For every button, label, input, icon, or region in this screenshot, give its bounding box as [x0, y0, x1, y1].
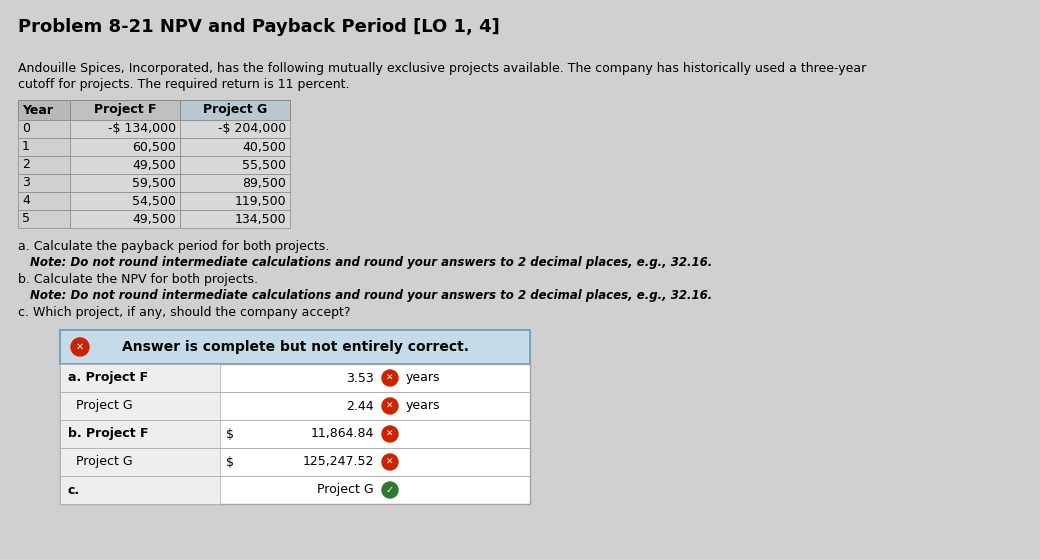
Text: c.: c. [68, 484, 80, 496]
Text: -$ 134,000: -$ 134,000 [108, 122, 176, 135]
Text: b. Calculate the NPV for both projects.: b. Calculate the NPV for both projects. [18, 273, 258, 286]
Bar [180, 120, 290, 138]
Text: $: $ [226, 428, 234, 440]
Bar [60, 364, 530, 504]
Text: 49,500: 49,500 [132, 159, 176, 172]
Bar [18, 138, 70, 156]
Bar [18, 210, 70, 228]
Text: Project G: Project G [68, 400, 133, 413]
Text: ✕: ✕ [386, 429, 394, 438]
Text: 0: 0 [22, 122, 30, 135]
Text: 2.44: 2.44 [346, 400, 374, 413]
Bar [180, 156, 290, 174]
Text: 40,500: 40,500 [242, 140, 286, 154]
Text: 1: 1 [22, 140, 30, 154]
Text: 60,500: 60,500 [132, 140, 176, 154]
Bar [60, 364, 220, 392]
Bar [70, 174, 180, 192]
Text: Problem 8-21 NPV and Payback Period [LO 1, 4]: Problem 8-21 NPV and Payback Period [LO … [18, 18, 500, 36]
Text: years: years [406, 372, 441, 385]
Text: c. Which project, if any, should the company accept?: c. Which project, if any, should the com… [18, 306, 350, 319]
Text: Andouille Spices, Incorporated, has the following mutually exclusive projects av: Andouille Spices, Incorporated, has the … [18, 62, 866, 75]
Text: 11,864.84: 11,864.84 [311, 428, 374, 440]
Bar [18, 192, 70, 210]
Text: 55,500: 55,500 [242, 159, 286, 172]
Text: Note: Do not round intermediate calculations and round your answers to 2 decimal: Note: Do not round intermediate calculat… [30, 289, 712, 302]
Text: ✕: ✕ [386, 457, 394, 467]
Text: 89,500: 89,500 [242, 177, 286, 190]
Bar [60, 392, 530, 420]
Text: 134,500: 134,500 [234, 212, 286, 225]
Text: Answer is complete but not entirely correct.: Answer is complete but not entirely corr… [122, 340, 468, 354]
Text: 125,247.52: 125,247.52 [303, 456, 374, 468]
Text: b. Project F: b. Project F [68, 428, 149, 440]
Circle shape [382, 482, 398, 498]
Text: 54,500: 54,500 [132, 195, 176, 207]
Bar [180, 174, 290, 192]
Circle shape [382, 370, 398, 386]
Text: Note: Do not round intermediate calculations and round your answers to 2 decimal: Note: Do not round intermediate calculat… [30, 256, 712, 269]
Bar [180, 192, 290, 210]
Bar [60, 392, 220, 420]
Text: ✕: ✕ [386, 373, 394, 382]
Text: years: years [406, 400, 441, 413]
Bar [60, 330, 530, 364]
Bar [180, 210, 290, 228]
Text: ✓: ✓ [386, 485, 394, 495]
Text: Project G: Project G [203, 103, 267, 116]
Bar [70, 138, 180, 156]
Bar [70, 120, 180, 138]
Bar [70, 192, 180, 210]
Bar [60, 364, 530, 392]
Circle shape [382, 426, 398, 442]
Text: $: $ [226, 456, 234, 468]
Text: ✕: ✕ [386, 401, 394, 410]
Text: ✕: ✕ [76, 342, 84, 352]
Circle shape [382, 454, 398, 470]
Circle shape [71, 338, 89, 356]
Text: -$ 204,000: -$ 204,000 [217, 122, 286, 135]
Bar [70, 100, 180, 120]
Bar [18, 156, 70, 174]
Bar [60, 420, 220, 448]
Bar [60, 448, 530, 476]
Bar [60, 448, 220, 476]
Bar [180, 100, 290, 120]
Circle shape [382, 398, 398, 414]
Bar [18, 120, 70, 138]
Text: 49,500: 49,500 [132, 212, 176, 225]
Bar [60, 476, 220, 504]
Text: 59,500: 59,500 [132, 177, 176, 190]
Text: a. Calculate the payback period for both projects.: a. Calculate the payback period for both… [18, 240, 330, 253]
Bar [18, 174, 70, 192]
Text: 3.53: 3.53 [346, 372, 374, 385]
Text: Project G: Project G [68, 456, 133, 468]
Text: Year: Year [22, 103, 53, 116]
Bar [70, 156, 180, 174]
Text: 5: 5 [22, 212, 30, 225]
Text: 4: 4 [22, 195, 30, 207]
Bar [18, 100, 70, 120]
Text: Project G: Project G [317, 484, 374, 496]
Bar [70, 210, 180, 228]
Bar [180, 138, 290, 156]
Text: 3: 3 [22, 177, 30, 190]
Text: Project F: Project F [94, 103, 156, 116]
Text: 119,500: 119,500 [234, 195, 286, 207]
Text: 2: 2 [22, 159, 30, 172]
Text: cutoff for projects. The required return is 11 percent.: cutoff for projects. The required return… [18, 78, 349, 91]
Bar [60, 476, 530, 504]
Bar [60, 420, 530, 448]
Text: a. Project F: a. Project F [68, 372, 148, 385]
